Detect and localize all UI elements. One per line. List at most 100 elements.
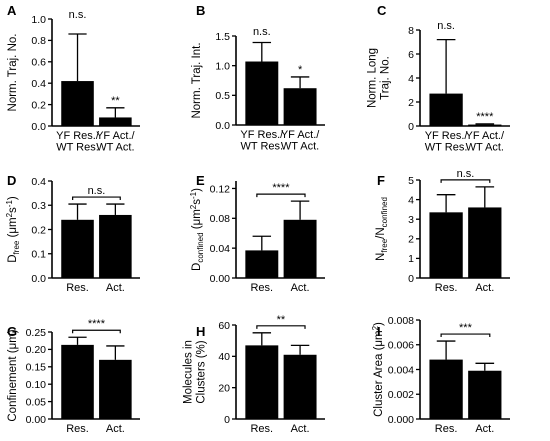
bar xyxy=(245,61,279,125)
y-tick-label: 0 xyxy=(408,121,414,133)
y-tick-label: 0.12 xyxy=(210,183,231,195)
x-tick-label: Act. xyxy=(475,423,494,435)
bar xyxy=(61,81,94,126)
y-tick-label: 0.08 xyxy=(210,213,231,225)
y-tick-label: 4 xyxy=(408,73,414,85)
panel-a: A 0.0 0.2 0.4 0.6 0.8 1.0 Norm. Traj. No. YF Res… xyxy=(7,3,140,154)
bar xyxy=(245,250,279,278)
panel-g: G 0.00 0.05 0.10 0.15 0.20 0.25 Confinement (μm… xyxy=(7,318,140,435)
x-tick-label: WT Res. xyxy=(56,142,99,154)
x-tick-label: Act. xyxy=(475,282,494,294)
bar xyxy=(429,93,463,126)
x-tick-label: Act. xyxy=(291,282,310,294)
significance-label: **** xyxy=(88,318,106,330)
y-axis-label: Dfree (μm2s-1) xyxy=(5,196,21,263)
significance-label: ** xyxy=(111,95,120,107)
x-tick-label: Res. xyxy=(66,423,89,435)
x-tick-label: Res. xyxy=(250,282,273,294)
y-tick-label: 0.4 xyxy=(31,176,46,188)
x-tick-label: Res. xyxy=(250,423,273,435)
y-tick-label: 1.5 xyxy=(215,31,230,43)
significance-label: *** xyxy=(459,322,473,334)
y-tick-label: 0.4 xyxy=(31,78,46,90)
panel-letter: A xyxy=(7,3,17,18)
y-tick-label: 0.2 xyxy=(31,224,46,236)
panel-f: F 0 1 2 3 4 5 Nfree/Nconfined Res. Act. n.s. xyxy=(375,168,510,294)
y-tick-label: 3 xyxy=(408,214,414,226)
bar xyxy=(429,212,463,278)
panel-letter: G xyxy=(7,324,17,339)
y-tick-label: 0.0 xyxy=(31,273,46,285)
x-tick-label: WT Act. xyxy=(466,142,504,154)
panel-b: B 0.0 0.5 1.0 1.5 Norm. Traj. Int. YF Res./WT … xyxy=(191,3,325,153)
panel-letter: E xyxy=(196,173,205,188)
significance-bracket xyxy=(440,179,491,183)
y-tick-label: 0 xyxy=(224,414,230,426)
bar xyxy=(245,345,279,419)
significance-label: ** xyxy=(277,314,286,326)
y-axis-label: Traj. No. xyxy=(380,56,392,100)
bar xyxy=(283,354,317,419)
panel-letter: H xyxy=(196,324,205,339)
y-tick-label: 0.05 xyxy=(26,396,47,408)
panel-h: H 0 20 40 60 Molecules in Clusters (%) Res. Act.… xyxy=(183,314,325,435)
y-tick-label: 0.2 xyxy=(31,99,46,111)
x-tick-label: YF Res./ xyxy=(240,129,284,141)
x-tick-label: Res. xyxy=(435,423,458,435)
significance-bracket xyxy=(256,325,306,329)
significance-label: **** xyxy=(476,111,494,123)
x-tick-label: YF Res./ xyxy=(56,130,100,142)
bar xyxy=(99,117,132,126)
panel-d: D 0.0 0.1 0.2 0.3 0.4 Dfree (μm2s-1) Res. Act. n.… xyxy=(5,173,140,294)
panel-letter: F xyxy=(377,173,385,188)
x-tick-label: Act. xyxy=(291,423,310,435)
panel-letter: D xyxy=(7,173,16,188)
y-axis-label: Nfree/Nconfined xyxy=(375,197,389,261)
y-tick-label: 0.10 xyxy=(26,379,47,391)
y-tick-label: 0.25 xyxy=(26,327,47,339)
bar xyxy=(283,88,317,125)
x-tick-label: YF Act./ xyxy=(466,130,505,142)
y-axis-label: Confinement (μm) xyxy=(7,329,19,421)
x-tick-label: Res. xyxy=(66,282,89,294)
panel-letter: C xyxy=(377,3,387,18)
significance-label: **** xyxy=(272,182,290,194)
bar xyxy=(283,219,317,278)
y-axis-label: Molecules in xyxy=(183,340,195,404)
y-tick-label: 8 xyxy=(408,25,414,37)
significance-label: n.s. xyxy=(69,9,87,21)
y-tick-label: 0.3 xyxy=(31,200,46,212)
y-tick-label: 1.0 xyxy=(215,60,230,72)
significance-bracket xyxy=(72,196,121,201)
y-tick-label: 0.008 xyxy=(388,315,414,327)
bar xyxy=(468,207,502,278)
bar xyxy=(99,359,132,419)
bar xyxy=(468,370,502,419)
y-tick-label: 0.002 xyxy=(388,389,414,401)
y-tick-label: 1.0 xyxy=(31,14,46,26)
y-tick-label: 0.6 xyxy=(31,57,46,69)
y-tick-label: 5 xyxy=(408,175,414,187)
x-tick-label: WT Res. xyxy=(241,141,284,153)
x-tick-label: WT Act. xyxy=(281,141,319,153)
y-tick-label: 40 xyxy=(218,351,230,363)
significance-bracket xyxy=(256,193,306,198)
significance-bracket xyxy=(440,333,491,338)
x-tick-label: YF Act./ xyxy=(96,130,135,142)
panel-c: C 0 2 4 6 8 Norm. Long Traj. No. YF Res./WT Res.… xyxy=(367,3,510,154)
y-tick-label: 0.20 xyxy=(26,344,47,356)
x-tick-label: YF Act./ xyxy=(281,129,320,141)
panel-e: E 0.00 0.04 0.08 0.12 Dconfined (μm2s-1) Res. A… xyxy=(189,173,325,294)
x-tick-label: Res. xyxy=(435,282,458,294)
y-tick-label: 0.8 xyxy=(31,35,46,47)
y-axis-label: Norm. Traj. No. xyxy=(7,34,19,112)
x-tick-label: Act. xyxy=(106,282,125,294)
y-tick-label: 0.006 xyxy=(388,340,414,352)
significance-label: n.s. xyxy=(457,168,475,180)
y-axis-label: Cluster Area (μm2) xyxy=(371,322,385,417)
y-tick-label: 0.0 xyxy=(31,121,46,133)
y-tick-label: 6 xyxy=(408,49,414,61)
y-tick-label: 0.1 xyxy=(31,249,46,261)
